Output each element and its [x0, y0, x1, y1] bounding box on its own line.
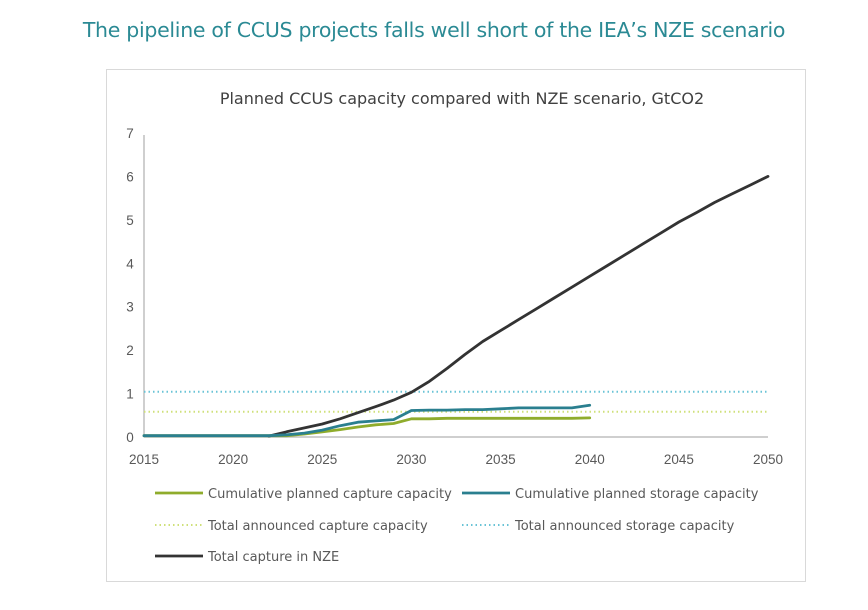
chart-frame: [106, 69, 806, 582]
y-tick-label: 2: [126, 343, 134, 358]
x-tick-label: 2040: [575, 452, 605, 467]
legend-label: Total announced capture capacity: [207, 519, 428, 534]
x-tick-label: 2045: [664, 452, 694, 467]
x-tick-label: 2035: [486, 452, 516, 467]
series-line-storage: [142, 403, 592, 438]
page-title: The pipeline of CCUS projects falls well…: [82, 18, 786, 42]
x-tick-label: 2050: [753, 452, 783, 467]
y-tick-label: 5: [126, 213, 134, 228]
legend-label: Cumulative planned storage capacity: [515, 487, 759, 502]
legend-label: Total capture in NZE: [207, 550, 339, 565]
y-tick-label: 6: [126, 169, 134, 184]
x-tick-label: 2015: [129, 452, 159, 467]
legend: Cumulative planned capture capacity Cumul…: [155, 487, 759, 565]
y-tick-label: 3: [126, 300, 134, 315]
axes: 0 1 2 3 4 5 6 7 2015 2020 2025 2030 2035 2040 2045 2050: [126, 126, 783, 467]
chart-title: Planned CCUS capacity compared with NZE …: [220, 89, 704, 108]
y-tick-label: 7: [126, 126, 134, 141]
x-tick-label: 2020: [218, 452, 248, 467]
x-tick-label: 2030: [396, 452, 426, 467]
legend-label: Total announced storage capacity: [514, 519, 735, 534]
y-tick-label: 4: [126, 256, 134, 271]
y-tick-label: 0: [126, 430, 134, 445]
legend-label: Cumulative planned capture capacity: [208, 487, 452, 502]
plot-area: [142, 174, 770, 438]
x-tick-label: 2025: [307, 452, 337, 467]
series-line-nze: [267, 174, 770, 438]
y-tick-label: 1: [126, 387, 134, 402]
